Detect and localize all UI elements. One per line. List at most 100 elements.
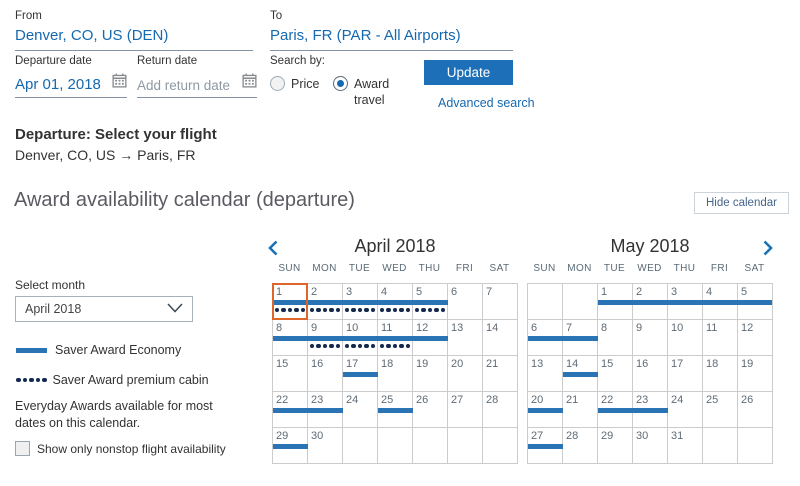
return-date-input[interactable]: Add return date [137, 73, 257, 98]
price-radio[interactable] [270, 76, 285, 91]
day-number: 21 [566, 394, 579, 406]
calendar-day-cell[interactable]: 28 [563, 428, 598, 464]
day-number: 5 [741, 286, 748, 298]
calendar-day-cell[interactable]: 25 [703, 392, 738, 428]
day-number: 3 [671, 286, 678, 298]
calendar-day-cell[interactable]: 6 [448, 284, 483, 320]
calendar-day-cell[interactable]: 16 [633, 356, 668, 392]
nonstop-checkbox[interactable] [15, 441, 30, 456]
calendar-day-cell[interactable]: 17 [343, 356, 378, 392]
calendar-day-cell[interactable]: 10 [668, 320, 703, 356]
calendar-day-cell[interactable]: 2 [308, 284, 343, 320]
calendar-icon[interactable] [112, 73, 127, 93]
calendar-day-cell[interactable]: 12 [413, 320, 448, 356]
weekday-label: THU [418, 263, 441, 274]
calendar-day-cell[interactable]: 15 [273, 356, 308, 392]
calendar-empty-cell [378, 428, 413, 464]
calendar-day-cell[interactable]: 2 [633, 284, 668, 320]
day-number: 12 [416, 322, 429, 334]
saver-economy-bar [308, 300, 343, 305]
hide-calendar-button[interactable]: Hide calendar [694, 192, 789, 214]
advanced-search-link[interactable]: Advanced search [438, 96, 535, 110]
day-number: 11 [381, 322, 393, 334]
calendar-day-cell[interactable]: 18 [378, 356, 413, 392]
to-input[interactable]: Paris, FR (PAR - All Airports) [270, 27, 513, 51]
day-number: 1 [276, 286, 283, 298]
calendar-day-cell[interactable]: 26 [413, 392, 448, 428]
calendar-day-cell[interactable]: 21 [483, 356, 518, 392]
day-number: 13 [531, 358, 544, 370]
chevron-left-icon[interactable] [268, 240, 280, 256]
day-number: 10 [671, 322, 684, 334]
calendar-day-cell[interactable]: 23 [633, 392, 668, 428]
calendar-day-cell[interactable]: 13 [448, 320, 483, 356]
award-travel-radio[interactable] [333, 76, 348, 91]
calendar-day-cell[interactable]: 18 [703, 356, 738, 392]
calendar-day-cell[interactable]: 22 [273, 392, 308, 428]
calendar-day-cell[interactable]: 26 [738, 392, 773, 428]
saver-economy-bar [413, 336, 448, 341]
day-number: 15 [276, 358, 289, 370]
calendar-day-cell[interactable]: 13 [528, 356, 563, 392]
departure-date-input[interactable]: Apr 01, 2018 [15, 73, 127, 98]
calendar-day-cell[interactable]: 1 [598, 284, 633, 320]
update-button[interactable]: Update [424, 60, 513, 85]
calendar-day-cell[interactable]: 3 [343, 284, 378, 320]
calendar-day-cell[interactable]: 14 [563, 356, 598, 392]
day-number: 21 [486, 358, 499, 370]
calendar-day-cell[interactable]: 11 [378, 320, 413, 356]
calendar-day-cell[interactable]: 10 [343, 320, 378, 356]
calendar-day-cell[interactable]: 15 [598, 356, 633, 392]
calendar-day-cell[interactable]: 27 [448, 392, 483, 428]
legend-economy-label: Saver Award Economy [55, 343, 182, 357]
calendar-day-cell[interactable]: 6 [528, 320, 563, 356]
calendar-day-cell[interactable]: 8 [598, 320, 633, 356]
calendar-day-cell[interactable]: 7 [563, 320, 598, 356]
saver-premium-dots [273, 308, 307, 313]
calendar-day-cell[interactable]: 30 [633, 428, 668, 464]
calendar-icon[interactable] [242, 73, 257, 93]
calendar-day-cell[interactable]: 5 [738, 284, 773, 320]
calendar-day-cell[interactable]: 3 [668, 284, 703, 320]
chevron-right-icon[interactable] [763, 240, 775, 256]
calendar-day-cell[interactable]: 24 [343, 392, 378, 428]
price-radio-option[interactable]: Price [270, 76, 333, 108]
calendar-day-cell[interactable]: 5 [413, 284, 448, 320]
calendar-day-cell[interactable]: 20 [528, 392, 563, 428]
calendar-day-cell-selected[interactable]: 1 [272, 283, 308, 320]
calendar-day-cell[interactable]: 29 [273, 428, 308, 464]
departure-date-label: Departure date [15, 55, 92, 67]
calendar-day-cell[interactable]: 9 [308, 320, 343, 356]
calendar-day-cell[interactable]: 4 [703, 284, 738, 320]
calendar-day-cell[interactable]: 9 [633, 320, 668, 356]
calendar-day-cell[interactable]: 19 [738, 356, 773, 392]
calendar-day-cell[interactable]: 8 [273, 320, 308, 356]
calendar-day-cell[interactable]: 22 [598, 392, 633, 428]
weekday-label: SAT [489, 263, 510, 274]
calendar-day-cell[interactable]: 27 [528, 428, 563, 464]
calendar-day-cell[interactable]: 31 [668, 428, 703, 464]
calendar-day-cell[interactable]: 29 [598, 428, 633, 464]
day-number: 6 [531, 322, 538, 334]
calendar-day-cell[interactable]: 20 [448, 356, 483, 392]
calendar-day-cell[interactable]: 30 [308, 428, 343, 464]
weekday-label: TUE [603, 263, 626, 274]
calendar-day-cell[interactable]: 12 [738, 320, 773, 356]
calendar-day-cell[interactable]: 16 [308, 356, 343, 392]
nonstop-filter-row[interactable]: Show only nonstop flight availability [15, 441, 226, 456]
select-month-dropdown[interactable]: April 2018 [15, 296, 193, 322]
calendar-day-cell[interactable]: 17 [668, 356, 703, 392]
award-travel-radio-option[interactable]: Award travel [333, 76, 398, 108]
calendar-day-cell[interactable]: 23 [308, 392, 343, 428]
calendar-day-cell[interactable]: 21 [563, 392, 598, 428]
calendar-day-cell[interactable]: 7 [483, 284, 518, 320]
calendar-day-cell[interactable]: 14 [483, 320, 518, 356]
calendar-day-cell[interactable]: 28 [483, 392, 518, 428]
calendar-day-cell[interactable]: 19 [413, 356, 448, 392]
from-input[interactable]: Denver, CO, US (DEN) [15, 27, 253, 51]
calendar-day-cell[interactable]: 25 [378, 392, 413, 428]
calendar-day-cell[interactable]: 24 [668, 392, 703, 428]
calendar-day-cell[interactable]: 4 [378, 284, 413, 320]
day-number: 1 [601, 286, 608, 298]
calendar-day-cell[interactable]: 11 [703, 320, 738, 356]
